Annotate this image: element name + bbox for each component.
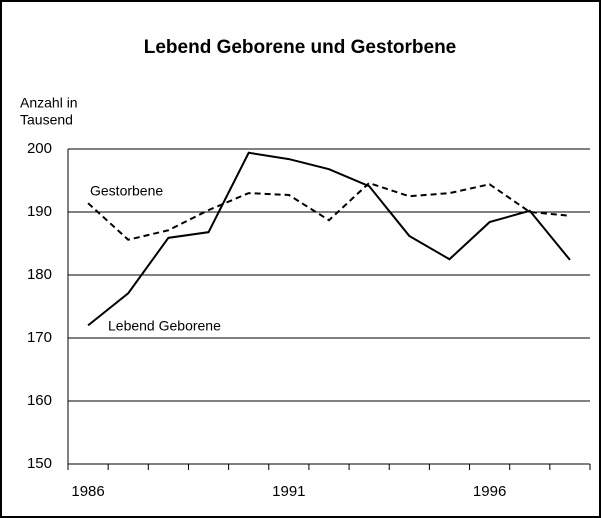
y-tick-label: 170 — [27, 329, 52, 346]
series-label: Gestorbene — [90, 183, 163, 199]
series-label: Lebend Geborene — [108, 318, 221, 334]
y-tick-label: 150 — [27, 455, 52, 472]
x-tick-label: 1996 — [473, 483, 506, 500]
y-axis-label: Anzahl in — [20, 95, 78, 111]
y-axis-label: Tausend — [20, 112, 73, 128]
x-tick-label: 1991 — [272, 483, 305, 500]
y-tick-label: 200 — [27, 140, 52, 157]
y-tick-label: 190 — [27, 203, 52, 220]
line-series — [87, 151, 571, 327]
x-tick-label: 1986 — [71, 483, 104, 500]
y-tick-label: 160 — [27, 392, 52, 409]
line-series — [87, 181, 571, 241]
chart-title: Lebend Geborene und Gestorbene — [144, 37, 457, 58]
y-tick-label: 180 — [27, 266, 52, 283]
